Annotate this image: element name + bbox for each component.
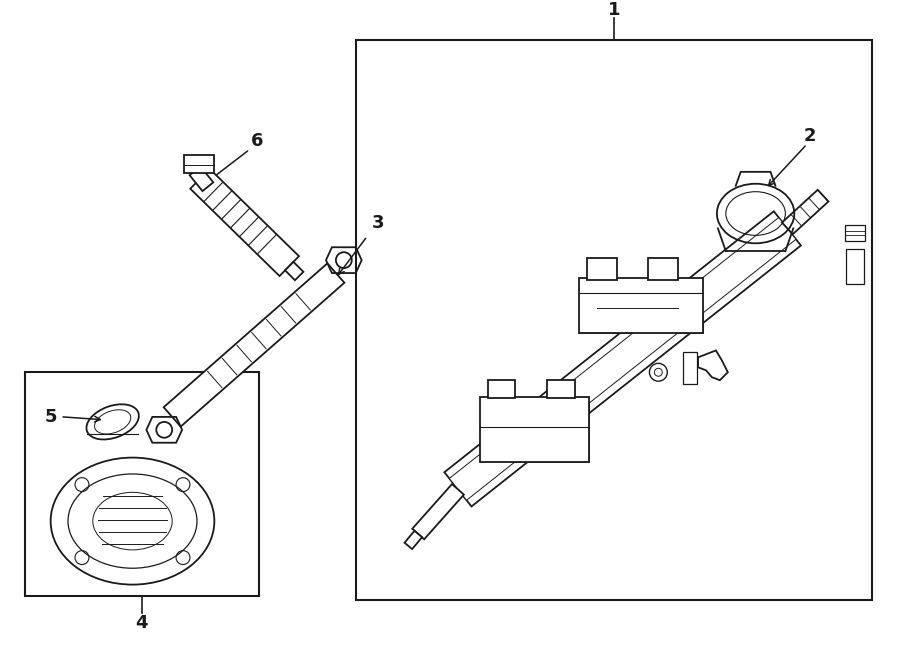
Polygon shape (190, 167, 213, 191)
Bar (184, 155, 214, 173)
Bar (480, 397, 589, 461)
Polygon shape (782, 190, 828, 234)
Bar (25, 372, 258, 596)
Text: 5: 5 (45, 408, 58, 426)
Bar (480, 397, 589, 461)
Bar (683, 352, 698, 384)
Text: 1: 1 (608, 1, 620, 19)
Polygon shape (285, 262, 303, 280)
Bar (648, 258, 679, 280)
Polygon shape (445, 212, 801, 506)
Text: 6: 6 (251, 132, 264, 150)
Bar (579, 278, 703, 332)
Polygon shape (412, 484, 464, 539)
Bar (547, 380, 575, 398)
Bar (356, 40, 872, 600)
Text: 3: 3 (372, 214, 383, 233)
Bar (587, 258, 617, 280)
Text: 2: 2 (804, 127, 816, 145)
Polygon shape (449, 217, 796, 500)
Bar (846, 249, 864, 284)
Bar (488, 380, 516, 398)
Bar (579, 278, 703, 332)
Polygon shape (404, 531, 422, 549)
Polygon shape (164, 263, 345, 426)
Polygon shape (190, 169, 299, 276)
Text: 4: 4 (136, 614, 149, 633)
Bar (845, 225, 865, 241)
